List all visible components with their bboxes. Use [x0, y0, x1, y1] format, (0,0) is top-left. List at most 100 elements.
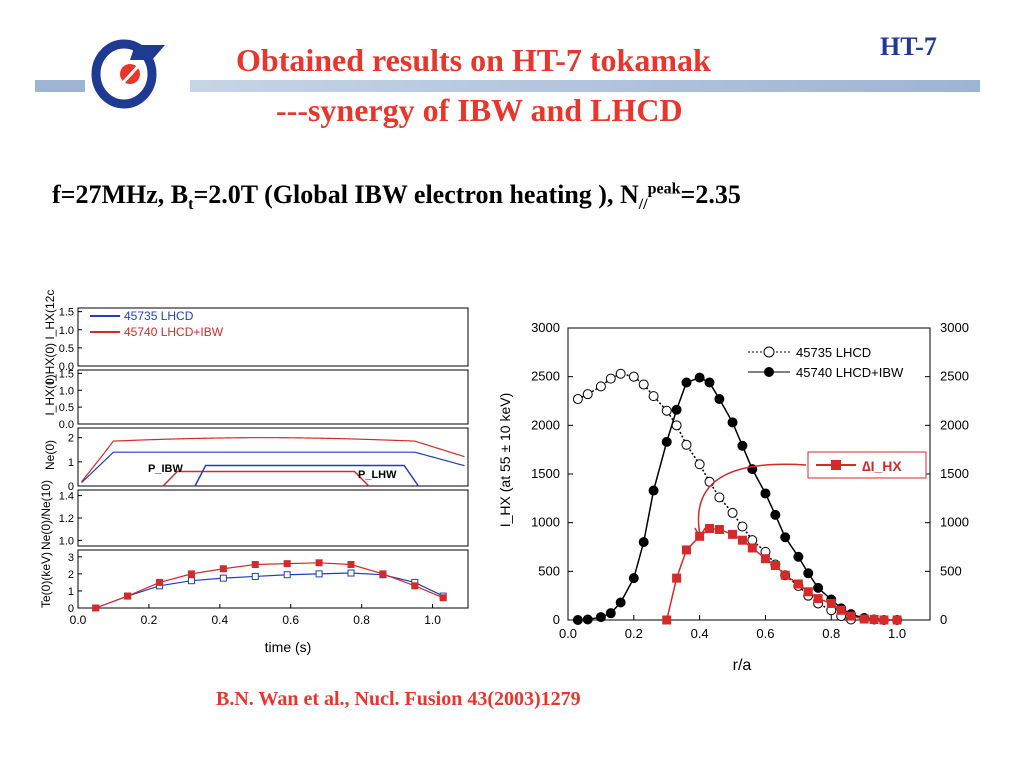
data-point-square [803, 587, 813, 597]
left-time-traces-figure: 0.00.51.01.50.00.51.01.50121.01.21.40123… [39, 290, 469, 655]
x-tick-label: 1.0 [888, 626, 906, 641]
panel5-ylabel: Te(0)(keV) [39, 552, 53, 608]
data-point-square [793, 579, 803, 589]
data-point-circle [727, 507, 738, 518]
data-point-circle [615, 368, 626, 379]
data-point-square [892, 615, 902, 625]
data-point-square [714, 524, 724, 534]
y-tick-label-right: 3000 [940, 320, 969, 335]
data-point-circle [648, 391, 659, 402]
panel-frame [77, 307, 469, 367]
te-line [95, 562, 444, 609]
te-point [187, 570, 195, 578]
data-point-circle [615, 597, 626, 608]
data-point-circle [813, 582, 824, 593]
data-point-circle [595, 381, 606, 392]
data-point-circle [793, 551, 804, 562]
slide-subtitle: f=27MHz, Bt=2.0T (Global IBW electron he… [52, 180, 741, 214]
panel-frame [77, 427, 469, 487]
x-tick-label: 0.6 [756, 626, 774, 641]
data-point-square [869, 615, 879, 625]
panel-y-tick-label: 0.0 [59, 361, 74, 373]
y-tick-label-right: 1000 [940, 515, 969, 530]
data-point-circle [727, 417, 738, 428]
data-point-circle [582, 389, 593, 400]
data-point-square [747, 543, 757, 553]
chart-legend: 45735 LHCD 45740 LHCD+IBW [748, 345, 904, 380]
data-point-square [836, 605, 846, 615]
data-point-circle [714, 394, 725, 405]
data-point-square [846, 611, 856, 621]
panel-frame [77, 489, 469, 547]
slide-title-line1: Obtained results on HT-7 tokamak [236, 42, 711, 78]
data-point-circle [694, 459, 705, 470]
te-point [219, 565, 227, 573]
data-point-circle [648, 485, 659, 496]
data-point-square [770, 560, 780, 570]
te-point [219, 574, 227, 582]
x-tick-label: 0.4 [211, 613, 228, 627]
institute-logo-icon [91, 39, 165, 109]
legend-label-45735: 45735 LHCD [796, 345, 871, 360]
data-point-circle [803, 568, 814, 579]
delta-annotation-arrow [697, 463, 807, 536]
te-point [439, 594, 447, 602]
x-tick-label: 0.0 [70, 613, 87, 627]
te-point [283, 571, 291, 579]
p-lhw-step [194, 464, 419, 487]
te-line [95, 572, 444, 609]
y-tick-label: 0 [553, 612, 560, 627]
data-point-circle [694, 372, 705, 383]
data-point-square [780, 570, 790, 580]
data-point-circle [661, 436, 672, 447]
legend-label-lhcd: 45735 LHCD [124, 309, 194, 323]
x-tick-label: 0.0 [559, 626, 577, 641]
trace-line [81, 451, 465, 484]
panel-y-tick-label: 0 [68, 603, 74, 615]
data-point-circle [572, 394, 583, 405]
subtitle-sup-peak: peak [647, 180, 681, 198]
panel-y-tick-label: 1.5 [59, 368, 74, 380]
reference-citation: B.N. Wan et al., Nucl. Fusion 43(2003)12… [216, 688, 581, 710]
te-point [411, 582, 419, 590]
data-point-square [662, 615, 672, 625]
left-xlabel: time (s) [265, 639, 312, 655]
data-point-square [813, 594, 823, 604]
subtitle-part-b: =2.0T (Global IBW electron heating ), N [193, 180, 639, 209]
trace-line [81, 437, 465, 483]
slide-title-line2: ---synergy of IBW and LHCD [276, 92, 683, 128]
y-tick-label: 500 [538, 563, 560, 578]
data-point-circle [681, 439, 692, 450]
data-point-circle [760, 488, 771, 499]
x-tick-label: 0.2 [625, 626, 643, 641]
y-tick-label-right: 2500 [940, 369, 969, 384]
y-tick-label: 2500 [531, 369, 560, 384]
x-tick-label: 1.0 [424, 613, 441, 627]
panel-y-tick-label: 1.0 [59, 535, 74, 547]
panel2-ylabel: I_HX(0) [43, 374, 57, 415]
te-point [92, 604, 100, 612]
panel-y-tick-label: 0.5 [59, 402, 74, 414]
data-point-circle [681, 377, 692, 388]
data-point-circle [714, 492, 725, 503]
panel-y-tick-label: 2 [68, 433, 74, 445]
x-tick-label: 0.4 [691, 626, 709, 641]
delta-legend-marker [831, 460, 841, 470]
data-point-square [728, 529, 738, 539]
te-point [315, 570, 323, 578]
data-point-circle [628, 371, 639, 382]
data-point-square [737, 535, 747, 545]
x-tick-label: 0.6 [282, 613, 299, 627]
panel-y-tick-label: 0.5 [59, 343, 74, 355]
subtitle-part-a: f=27MHz, B [52, 180, 189, 209]
data-point-circle [737, 521, 748, 532]
subtitle-sub-par: // [638, 196, 648, 214]
legend-label-lhcd-ibw: 45740 LHCD+IBW [124, 325, 224, 339]
panel-y-tick-label: 1.4 [59, 491, 74, 503]
subtitle-sub-t: t [188, 196, 194, 214]
data-point-square [672, 573, 682, 583]
chart-xlabel: r/a [733, 657, 752, 674]
panel-y-tick-label: 1.0 [59, 325, 74, 337]
data-point-square [859, 614, 869, 624]
data-point-circle [704, 476, 715, 487]
